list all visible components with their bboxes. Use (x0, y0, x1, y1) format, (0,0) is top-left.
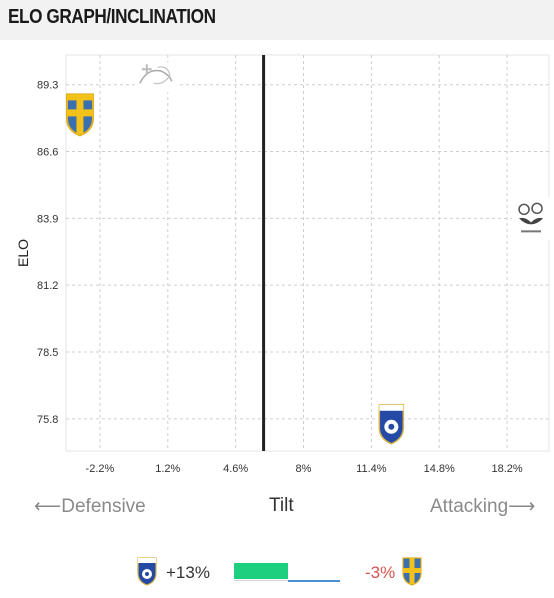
kosovo-crest-icon (378, 404, 405, 445)
plot-frame (65, 54, 550, 452)
x-axis-label: Tilt (269, 495, 294, 516)
x-tick-label: 11.4% (356, 463, 387, 475)
page-title: ELO GRAPH/INCLINATION (8, 6, 216, 28)
sweden-tilt-percent: -3% (365, 563, 396, 582)
sweden-crest-icon (65, 93, 94, 137)
elo-tilt-chart: -2.2% 1.2% 4.6% 8% 11.4% 14.8% 18.2% 75.8 78.5 81… (15, 54, 551, 475)
x-tick-label: 14.8% (424, 463, 455, 475)
right-arrow-icon: ⟶ (508, 496, 536, 517)
tilt-bar-negative (288, 580, 340, 582)
switzerland-crest-icon (134, 62, 177, 93)
attacking-label: Attacking⟶ (430, 495, 535, 518)
tilt-bar-baseline (234, 580, 288, 581)
y-tick-label: 78.5 (37, 347, 58, 359)
x-tick-label: 8% (296, 463, 312, 475)
slovenia-crest-icon (512, 196, 551, 241)
tilt-summary: +13% -3% (0, 556, 554, 590)
y-tick-label: 75.8 (37, 414, 58, 426)
y-tick-label: 83.9 (37, 213, 58, 225)
kosovo-tilt-percent: +13% (166, 563, 210, 582)
x-tick-label: -2.2% (86, 463, 115, 475)
tilt-bar-positive (234, 563, 288, 579)
attacking-text: Attacking (430, 496, 509, 517)
kosovo-crest-icon (137, 557, 157, 586)
defensive-label: ⟵Defensive (34, 495, 146, 518)
y-tick-label: 89.3 (37, 80, 58, 92)
x-tick-label: 1.2% (155, 463, 180, 475)
header-bar: ELO GRAPH/INCLINATION (0, 0, 554, 40)
sweden-crest-icon (402, 557, 422, 586)
left-arrow-icon: ⟵ (34, 496, 62, 517)
x-tick-label: 18.2% (491, 463, 522, 475)
y-axis-label: ELO (15, 239, 31, 267)
defensive-text: Defensive (61, 496, 146, 517)
x-tick-label: 4.6% (223, 463, 248, 475)
y-tick-label: 86.6 (37, 147, 58, 159)
y-tick-label: 81.2 (37, 280, 58, 292)
